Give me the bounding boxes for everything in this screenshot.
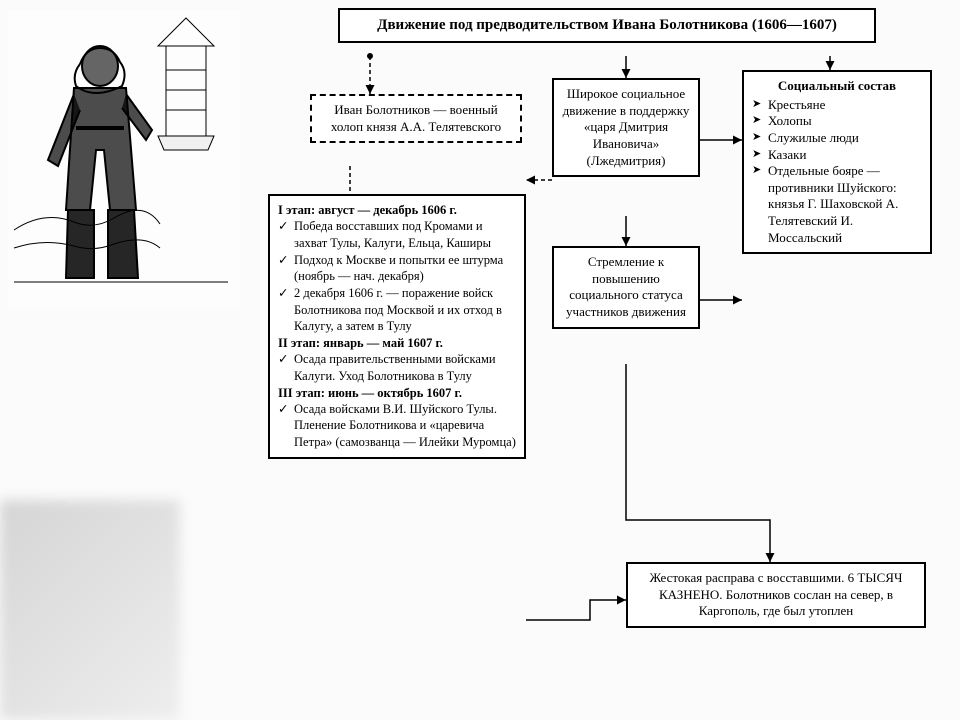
composition-list: Крестьяне Холопы Служилые люди Казаки От… [752, 97, 922, 247]
stages-box: I этап: август — декабрь 1606 г. Победа … [268, 194, 526, 459]
stage3-list: Осада войсками В.И. Шуйского Тулы. Плене… [278, 401, 516, 450]
stage1-list: Победа восставших под Кромами и захват Т… [278, 218, 516, 334]
support-text: Широкое социальное движение в поддержку … [563, 86, 690, 168]
background-shadow [0, 500, 180, 720]
stage-item: Подход к Москве и попытки ее штурма (ноя… [278, 252, 516, 285]
illustration-bolotnikov [8, 10, 240, 308]
stage2-list: Осада правительственными войсками Калуги… [278, 351, 516, 384]
composition-item: Казаки [752, 147, 922, 164]
stage3-title: III этап: июнь — октябрь 1607 г. [278, 385, 516, 401]
stage-item: 2 декабря 1606 г. — поражение войск Боло… [278, 285, 516, 334]
identity-box: Иван Болотников — военный холоп князя А.… [310, 94, 522, 143]
outcome-text: Жестокая расправа с восставшими. 6 ТЫСЯЧ… [650, 570, 903, 618]
composition-item: Холопы [752, 113, 922, 130]
composition-item: Отдельные бояре — противники Шуйского: к… [752, 163, 922, 246]
stage1-title: I этап: август — декабрь 1606 г. [278, 202, 516, 218]
composition-item: Крестьяне [752, 97, 922, 114]
stage-item: Осада войсками В.И. Шуйского Тулы. Плене… [278, 401, 516, 450]
stage-item: Осада правительственными войсками Калуги… [278, 351, 516, 384]
identity-text: Иван Болотников — военный холоп князя А.… [331, 102, 501, 134]
composition-header: Социальный состав [752, 78, 922, 95]
aspiration-text: Стремление к повышению социального стату… [566, 254, 686, 319]
title-text: Движение под предводительством Ивана Бол… [377, 17, 837, 33]
diagram-area: Движение под предводительством Ивана Бол… [250, 0, 960, 720]
outcome-box: Жестокая расправа с восставшими. 6 ТЫСЯЧ… [626, 562, 926, 628]
stage2-title: II этап: январь — май 1607 г. [278, 335, 516, 351]
composition-box: Социальный состав Крестьяне Холопы Служи… [742, 70, 932, 254]
aspiration-box: Стремление к повышению социального стату… [552, 246, 700, 329]
composition-item: Служилые люди [752, 130, 922, 147]
title-box: Движение под предводительством Ивана Бол… [338, 8, 876, 43]
stage-item: Победа восставших под Кромами и захват Т… [278, 218, 516, 251]
support-box: Широкое социальное движение в поддержку … [552, 78, 700, 177]
